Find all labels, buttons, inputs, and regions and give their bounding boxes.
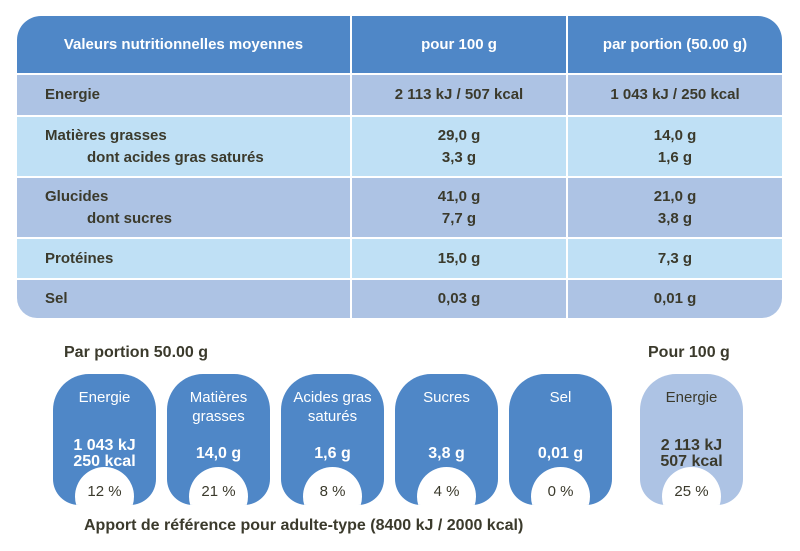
row-energie-per100: 2 113 kJ / 507 kcal	[352, 75, 566, 115]
badge-percent: 0 %	[531, 467, 590, 505]
gda-badge: Energie 1 043 kJ 250 kcal 12 %	[53, 374, 156, 505]
sub-value: 3,8 g	[657, 209, 693, 227]
value: 2 113 kJ / 507 kcal	[394, 86, 524, 103]
badge-value-line1: 1,6 g	[314, 445, 351, 462]
badge-value: 14,0 g	[167, 446, 270, 462]
badge-percent: 8 %	[303, 467, 362, 505]
row-carbs-portion: 21,0 g 3,8 g	[568, 178, 782, 237]
badge-value-line1: 3,8 g	[428, 445, 465, 462]
badge-nutrient: Matières grasses	[189, 389, 248, 425]
badge-percent: 25 %	[662, 467, 721, 505]
header-nutrients: Valeurs nutritionnelles moyennes	[17, 16, 350, 73]
value: 21,0 g	[653, 187, 697, 205]
row-salt-portion: 0,01 g	[568, 280, 782, 318]
row-protein-label: Protéines	[17, 239, 350, 278]
badge-value-line1: 0,01 g	[537, 445, 584, 462]
value: 29,0 g	[437, 126, 481, 144]
gda-badge: Sucres 3,8 g 4 %	[395, 374, 498, 505]
value: 14,0 g	[653, 126, 697, 144]
sub-value: 1,6 g	[657, 148, 693, 166]
row-energie-label: Energie	[17, 75, 350, 115]
sub-label: dont sucres	[87, 209, 173, 227]
row-carbs-per100: 41,0 g 7,7 g	[352, 178, 566, 237]
value: 41,0 g	[437, 187, 481, 205]
badge-percent: 21 %	[189, 467, 248, 505]
value: 0,03 g	[437, 290, 481, 307]
badge-percent: 12 %	[75, 467, 134, 505]
value: 1 043 kJ / 250 kcal	[610, 86, 740, 103]
gda-badge: Sel 0,01 g 0 %	[509, 374, 612, 505]
row-carbs-label: Glucides dont sucres	[17, 178, 350, 237]
badge-percent: 4 %	[417, 467, 476, 505]
badge-value-line1: 1 043 kJ	[73, 437, 136, 454]
gda-badge: Matières grasses 14,0 g 21 %	[167, 374, 270, 505]
badge-nutrient: Sel	[549, 389, 572, 406]
row-fat-portion: 14,0 g 1,6 g	[568, 117, 782, 176]
label: Glucides	[45, 187, 109, 205]
sub-label: dont acides gras saturés	[87, 148, 264, 166]
row-salt-per100: 0,03 g	[352, 280, 566, 318]
label: Protéines	[45, 249, 114, 267]
badge-value: 1 043 kJ 250 kcal	[53, 438, 156, 470]
badge-nutrient: Acides gras saturés	[293, 389, 372, 425]
label: Sel	[45, 290, 68, 307]
badge-value: 2 113 kJ 507 kcal	[640, 438, 743, 470]
badge-nutrient: Sucres	[423, 389, 470, 406]
value: 7,3 g	[657, 249, 693, 267]
reference-intake-note: Apport de référence pour adulte-type (84…	[84, 517, 524, 534]
badge-value: 1,6 g	[281, 446, 384, 462]
row-salt-label: Sel	[17, 280, 350, 318]
badge-value-line2: 250 kcal	[73, 453, 136, 470]
row-energie-portion: 1 043 kJ / 250 kcal	[568, 75, 782, 115]
label: Energie	[45, 86, 101, 103]
sub-value: 7,7 g	[441, 209, 477, 227]
gda-badge: Energie 2 113 kJ 507 kcal 25 %	[640, 374, 743, 505]
row-protein-portion: 7,3 g	[568, 239, 782, 278]
row-fat-label: Matières grasses dont acides gras saturés	[17, 117, 350, 176]
value: 15,0 g	[437, 249, 481, 267]
badge-value-line1: 2 113 kJ	[660, 437, 723, 454]
badge-value: 0,01 g	[509, 446, 612, 462]
row-fat-per100: 29,0 g 3,3 g	[352, 117, 566, 176]
badge-nutrient: Energie	[78, 389, 131, 406]
badge-value: 3,8 g	[395, 446, 498, 462]
value: 0,01 g	[653, 290, 697, 307]
badge-value-line2: 507 kcal	[660, 453, 723, 470]
sub-value: 3,3 g	[441, 148, 477, 166]
row-protein-per100: 15,0 g	[352, 239, 566, 278]
label: Matières grasses	[45, 126, 167, 144]
badge-nutrient: Energie	[665, 389, 718, 406]
badge-value-line1: 14,0 g	[195, 445, 242, 462]
portion-title: Par portion 50.00 g	[64, 344, 209, 361]
header-portion: par portion (50.00 g)	[568, 16, 782, 73]
per100-title: Pour 100 g	[648, 344, 730, 361]
header-per100: pour 100 g	[352, 16, 566, 73]
nutrition-table: Valeurs nutritionnelles moyennes pour 10…	[17, 16, 782, 318]
gda-badge: Acides gras saturés 1,6 g 8 %	[281, 374, 384, 505]
